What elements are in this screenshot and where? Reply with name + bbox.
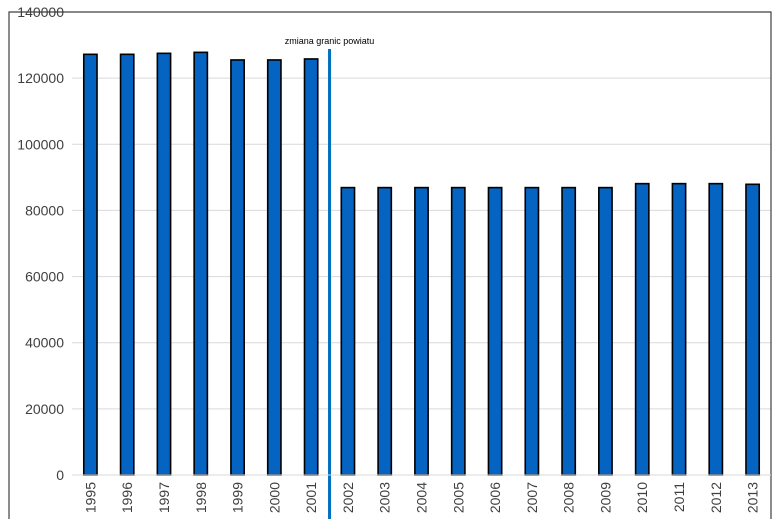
frame-border <box>8 11 772 519</box>
x-axis-ticks: 1995 1996 1997 1998 1999 2000 2001 2002 2003 2004… <box>82 482 760 513</box>
x-tick-label: 1999 <box>230 482 246 513</box>
x-tick-label: 1997 <box>156 482 172 513</box>
x-tick-label: 2007 <box>524 482 540 513</box>
y-tick-label: 0 <box>56 467 64 483</box>
y-tick-label: 40000 <box>25 335 64 351</box>
boundary-change-marker: zmiana granic powiatu <box>285 36 375 519</box>
bar <box>745 183 761 476</box>
bar <box>634 182 650 476</box>
bar <box>598 186 613 476</box>
y-tick-label: 80000 <box>25 202 64 218</box>
bar <box>377 186 393 476</box>
bar <box>193 51 209 476</box>
bar <box>82 53 98 476</box>
x-tick-label: 1996 <box>119 482 135 513</box>
y-tick-label: 60000 <box>25 269 64 285</box>
x-tick-label: 2012 <box>708 482 724 513</box>
x-tick-label: 2002 <box>340 482 356 513</box>
bar <box>671 182 687 476</box>
bar <box>230 59 245 476</box>
bar <box>487 186 503 476</box>
bar <box>340 186 356 476</box>
x-tick-label: 2011 <box>671 482 687 512</box>
bar <box>119 53 135 476</box>
x-tick-label: 2009 <box>597 482 613 513</box>
bar <box>524 186 540 476</box>
bar <box>303 58 319 476</box>
annotation-label: zmiana granic powiatu <box>285 36 375 46</box>
x-tick-label: 2008 <box>561 482 577 513</box>
x-tick-label: 2006 <box>487 482 503 513</box>
x-tick-label: 2010 <box>634 482 650 513</box>
bar <box>414 186 429 476</box>
x-tick-label: 2003 <box>377 482 393 513</box>
x-tick-label: 2005 <box>450 482 466 513</box>
x-tick-label: 1998 <box>193 482 209 513</box>
x-tick-label: 2001 <box>303 482 319 513</box>
x-tick-label: 2000 <box>266 482 282 513</box>
y-tick-label: 100000 <box>17 136 64 152</box>
y-tick-label: 120000 <box>17 70 64 86</box>
bar <box>156 52 172 476</box>
x-tick-label: 1995 <box>82 482 98 513</box>
bar <box>561 186 577 476</box>
bars <box>82 51 761 476</box>
y-tick-label: 20000 <box>25 401 64 417</box>
bar <box>266 59 282 476</box>
bar <box>450 186 466 476</box>
x-tick-label: 2013 <box>745 482 761 513</box>
plot-frame <box>8 11 772 519</box>
x-tick-label: 2004 <box>414 482 430 513</box>
bar <box>708 182 724 476</box>
